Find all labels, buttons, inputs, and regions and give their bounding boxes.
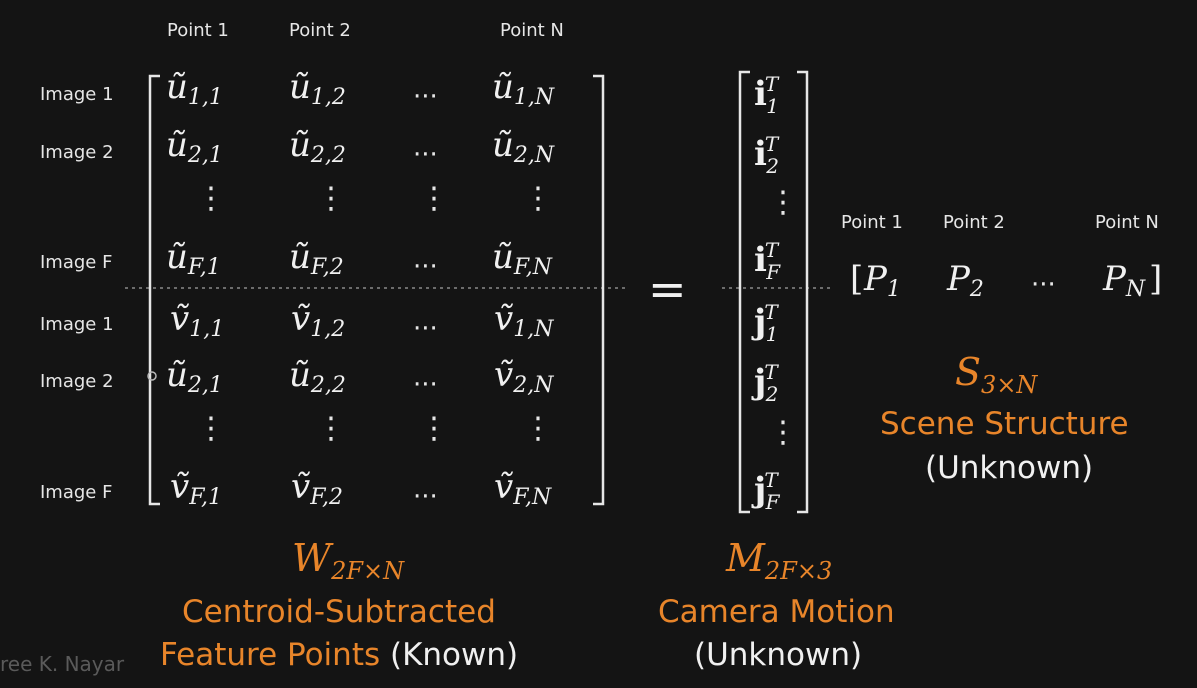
w-entry: ũF,N (492, 237, 552, 280)
w-caption-line1: Centroid-Subtracted (182, 594, 496, 630)
s-caption-line2: (Unknown) (925, 450, 1094, 486)
row-label: Image 2 (40, 142, 114, 163)
w-entry: ũ2,2 (289, 355, 346, 398)
s-hdots: ··· (1031, 270, 1056, 300)
row-label: Image F (40, 482, 113, 503)
m-vdots: ⋮ (768, 185, 798, 220)
w-caption-known: (Known) (389, 637, 519, 673)
w-hdots: ··· (413, 482, 438, 512)
w-entry: ũ2,N (492, 125, 555, 168)
w-col-header-1: Point 1 (167, 20, 229, 41)
m-entry: iT1 (754, 72, 779, 118)
w-entry: ũ1,2 (289, 67, 346, 110)
s-col-header-1: Point 1 (841, 212, 903, 233)
w-entry: ũF,2 (289, 237, 344, 280)
m-caption-line1: Camera Motion (658, 594, 895, 630)
cursor-marker (147, 371, 157, 381)
row-label: Image 1 (40, 84, 114, 105)
m-caption-line2: (Unknown) (694, 637, 863, 673)
w-vdots: ⋮ (316, 181, 346, 216)
m-symbol: M2F×3 (726, 536, 833, 585)
w-entry: ũ1,1 (166, 67, 223, 110)
w-vdots: ⋮ (196, 411, 226, 446)
row-label: Image 1 (40, 314, 114, 335)
row-label: Image 2 (40, 371, 114, 392)
w-entry: ũ2,2 (289, 125, 346, 168)
w-symbol: W2F×N (292, 536, 405, 585)
w-entry: ṽF,N (494, 467, 552, 510)
s-col-header-2: Point 2 (943, 212, 1005, 233)
w-hdots: ··· (413, 370, 438, 400)
credit-watermark: ree K. Nayar (0, 652, 125, 676)
m-left-bracket (738, 70, 750, 514)
row-label: Image F (40, 252, 113, 273)
w-col-header-n: Point N (500, 20, 564, 41)
w-entry: ũ1,N (492, 67, 555, 110)
w-caption-line2: Feature Points (Known) (160, 637, 518, 673)
w-entry: ṽ2,N (494, 355, 554, 398)
w-hdots: ··· (413, 82, 438, 112)
w-left-bracket (148, 74, 160, 506)
w-entry: ṽ1,1 (170, 299, 225, 342)
w-vdots: ⋮ (523, 411, 553, 446)
s-entry: P1 (864, 259, 901, 302)
m-entry: jT1 (754, 300, 779, 346)
w-vdots: ⋮ (316, 411, 346, 446)
s-caption-line1: Scene Structure (880, 406, 1129, 442)
w-entry: ṽF,2 (291, 467, 344, 510)
w-hdots: ··· (413, 140, 438, 170)
w-hdots: ··· (413, 314, 438, 344)
w-right-bracket (593, 74, 605, 506)
s-open-bracket: [ (850, 259, 864, 299)
m-entry: iT2 (754, 132, 779, 178)
equals-sign: = (648, 262, 687, 316)
s-col-header-n: Point N (1095, 212, 1159, 233)
w-vdots: ⋮ (523, 181, 553, 216)
w-entry: ũ2,1 (166, 125, 223, 168)
s-close-bracket: ] (1149, 259, 1163, 299)
m-entry: iTF (754, 238, 781, 284)
s-entry: P2 (947, 259, 984, 302)
w-caption-orange: Feature Points (160, 637, 381, 673)
w-vdots: ⋮ (419, 181, 449, 216)
w-vdots: ⋮ (419, 411, 449, 446)
w-hdots: ··· (413, 252, 438, 282)
s-entry: PN (1103, 259, 1146, 302)
m-entry: jT2 (754, 360, 779, 406)
m-vdots: ⋮ (768, 415, 798, 450)
w-col-header-2: Point 2 (289, 20, 351, 41)
w-entry: ũF,1 (166, 237, 221, 280)
w-entry: ṽ1,N (494, 299, 554, 342)
s-symbol: S3×N (955, 350, 1038, 399)
m-right-bracket (797, 70, 809, 514)
w-entry: ṽF,1 (170, 467, 223, 510)
m-entry: jTF (754, 468, 780, 514)
w-entry: ũ2,1 (166, 355, 223, 398)
w-entry: ṽ1,2 (291, 299, 346, 342)
w-vdots: ⋮ (196, 181, 226, 216)
